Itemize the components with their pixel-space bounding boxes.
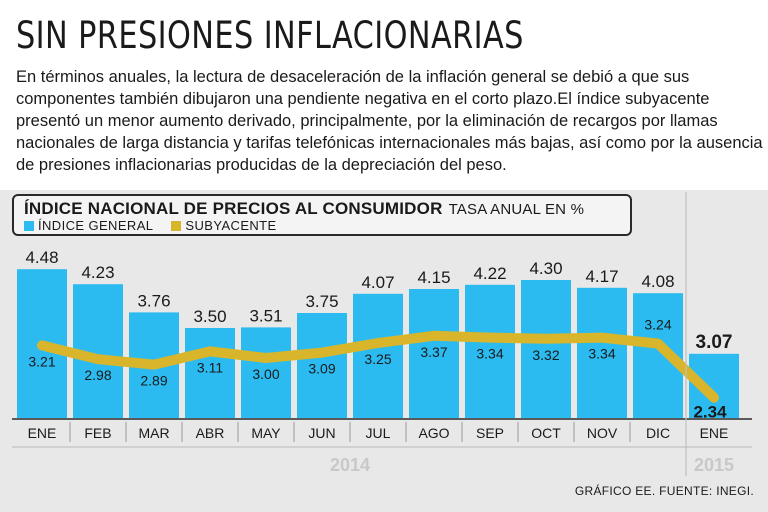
legend-label-general: ÍNDICE GENERAL <box>38 218 154 233</box>
bar-value-label: 4.07 <box>361 273 394 292</box>
line-value-label: 3.34 <box>588 346 615 362</box>
bar-indice-general <box>297 313 347 418</box>
line-value-label: 3.37 <box>420 344 447 360</box>
line-value-label: 2.34 <box>693 403 727 422</box>
source-note: GRÁFICO EE. FUENTE: INEGI. <box>574 484 754 498</box>
chart-title-row: ÍNDICE NACIONAL DE PRECIOS AL CONSUMIDOR… <box>24 199 584 219</box>
bar-value-label: 3.50 <box>193 307 226 326</box>
year-label: 2015 <box>694 455 734 475</box>
line-value-label: 3.25 <box>364 351 391 367</box>
legend-items: ÍNDICE GENERAL SUBYACENTE <box>24 218 291 233</box>
bar-value-label: 4.22 <box>473 264 506 283</box>
page-title: SIN PRESIONES INFLACIONARIAS <box>16 14 524 57</box>
line-value-label: 3.09 <box>308 361 335 377</box>
bar-indice-general <box>353 293 403 418</box>
legend-swatch-bar <box>24 221 34 231</box>
bar-value-label: 4.15 <box>417 268 450 287</box>
bar-value-label: 4.08 <box>641 272 674 291</box>
bar-value-label: 3.75 <box>305 292 338 311</box>
bar-value-label: 4.48 <box>25 248 58 267</box>
bar-indice-general <box>465 284 515 418</box>
intro-paragraph: En términos anuales, la lectura de desac… <box>16 68 763 174</box>
bar-indice-general <box>241 327 291 418</box>
bar-indice-general <box>521 280 571 418</box>
line-value-label: 3.24 <box>644 317 671 333</box>
line-subyacente <box>37 330 719 403</box>
bar-value-label: 3.76 <box>137 291 170 310</box>
line-value-label: 2.89 <box>140 373 167 389</box>
x-tick-label: JUN <box>308 425 335 441</box>
chart-title: ÍNDICE NACIONAL DE PRECIOS AL CONSUMIDOR <box>24 199 443 218</box>
line-value-label: 3.21 <box>28 353 55 369</box>
x-tick-label: FEB <box>84 425 111 441</box>
line-value-label: 3.32 <box>532 347 559 363</box>
year-label: 2014 <box>330 455 370 475</box>
legend-item-subyacente: SUBYACENTE <box>171 218 276 233</box>
chart-subtitle: TASA ANUAL EN % <box>448 201 585 218</box>
x-tick-label: AGO <box>418 425 449 441</box>
x-tick-label: OCT <box>531 425 561 441</box>
bar-value-label: 3.51 <box>249 306 282 325</box>
bar-value-label: 4.17 <box>585 267 618 286</box>
x-tick-label: JUL <box>366 425 391 441</box>
line-value-label: 3.34 <box>476 346 503 362</box>
x-tick-label: SEP <box>476 425 504 441</box>
bar-value-label: 4.30 <box>529 259 562 278</box>
bar-indice-general <box>409 289 459 418</box>
line-value-label: 2.98 <box>84 367 111 383</box>
x-tick-label: ABR <box>196 425 225 441</box>
legend-label-subyacente: SUBYACENTE <box>185 218 277 233</box>
x-tick-label: DIC <box>646 425 670 441</box>
chart-legend: ÍNDICE NACIONAL DE PRECIOS AL CONSUMIDOR… <box>12 194 632 236</box>
bar-value-label: 4.23 <box>81 263 114 282</box>
legend-item-general: ÍNDICE GENERAL <box>24 218 153 233</box>
line-value-label: 3.11 <box>197 359 223 375</box>
bar-value-label: 3.07 <box>696 332 733 353</box>
legend-swatch-line <box>171 221 182 231</box>
x-tick-label: MAY <box>251 425 281 441</box>
x-tick-label: NOV <box>587 425 618 441</box>
x-tick-label: MAR <box>138 425 169 441</box>
line-value-label: 3.00 <box>252 366 279 382</box>
bar-indice-general <box>185 328 235 418</box>
x-tick-label: ENE <box>28 425 57 441</box>
x-tick-label: ENE <box>700 425 729 441</box>
bar-indice-general <box>577 287 627 418</box>
